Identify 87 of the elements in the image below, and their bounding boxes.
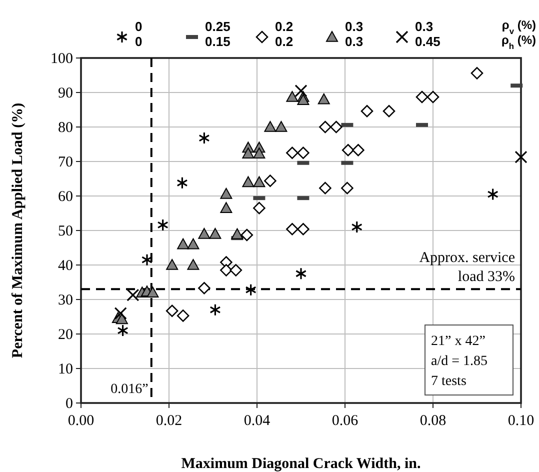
- y-tick-label: 20: [58, 327, 73, 343]
- point: [294, 84, 308, 98]
- legend-label: 0.25 0.15: [205, 19, 230, 49]
- legend-title: ρ$_{v}$ (%) ρ$_{h}$ (%): [501, 18, 536, 51]
- point: [198, 228, 210, 239]
- y-tick-label: 60: [58, 189, 73, 205]
- point: [264, 174, 276, 187]
- point: [187, 238, 200, 250]
- point: [116, 313, 128, 324]
- point: [166, 304, 178, 318]
- y-tick-label: 40: [58, 258, 73, 274]
- point: [351, 220, 362, 234]
- point: [253, 176, 266, 188]
- point: [126, 288, 140, 302]
- point: [330, 120, 342, 134]
- x-tick-label: 0.08: [420, 413, 446, 429]
- y-tick-label: 100: [50, 51, 73, 67]
- annotation: 7 tests: [431, 374, 466, 389]
- point: [176, 176, 188, 190]
- point: [198, 132, 210, 144]
- ref-line-label: 0.016”: [110, 382, 148, 397]
- point: [416, 90, 428, 104]
- point: [352, 144, 364, 156]
- point: [319, 120, 332, 134]
- point: [242, 148, 254, 158]
- y-tick-label: 0: [66, 396, 73, 412]
- point: [360, 104, 374, 118]
- point: [514, 150, 528, 164]
- point: [114, 307, 127, 320]
- point: [220, 188, 232, 199]
- x-tick-label: 0.02: [156, 413, 182, 429]
- legend-label: 0.2 0.2: [275, 19, 294, 49]
- x-tick-label: 0.04: [244, 413, 271, 429]
- point: [286, 146, 298, 160]
- point: [341, 182, 354, 194]
- point: [286, 90, 298, 102]
- x-tick-label: 0.10: [508, 413, 534, 429]
- annotation: a/d = 1.85: [431, 354, 488, 369]
- y-tick-label: 50: [58, 224, 73, 240]
- point: [382, 104, 396, 118]
- point: [342, 144, 354, 156]
- point: [141, 254, 153, 266]
- point: [220, 202, 232, 213]
- annotation: 21” x 42”: [431, 334, 486, 349]
- point: [166, 259, 178, 270]
- y-tick-label: 30: [58, 292, 73, 308]
- y-tick-label: 10: [58, 362, 73, 378]
- point: [295, 267, 307, 280]
- point: [470, 67, 484, 80]
- point: [240, 228, 254, 242]
- legend-label: 0.3 0.3: [345, 19, 364, 49]
- point: [230, 264, 242, 276]
- point: [187, 259, 200, 270]
- point: [157, 218, 168, 232]
- point: [146, 286, 159, 298]
- point: [426, 90, 440, 104]
- y-tick-label: 80: [58, 120, 73, 136]
- point: [319, 182, 332, 194]
- y-tick-label: 70: [58, 154, 73, 170]
- point: [253, 202, 266, 214]
- point: [264, 121, 276, 132]
- point: [231, 228, 244, 240]
- y-axis-title: Percent of Maximum Applied Load (%): [10, 102, 26, 358]
- point: [117, 324, 128, 337]
- ref-line-label: Approx. service load 33%: [419, 250, 516, 286]
- x-axis-title: Maximum Diagonal Crack Width, in.: [181, 456, 421, 472]
- point: [220, 264, 232, 276]
- point: [286, 222, 298, 236]
- point: [209, 228, 222, 239]
- legend-label: 0.3 0.45: [415, 19, 440, 49]
- point: [176, 310, 190, 322]
- point: [177, 238, 190, 250]
- point: [297, 146, 310, 160]
- point: [198, 282, 210, 294]
- y-tick-label: 90: [58, 86, 73, 102]
- point: [487, 188, 498, 201]
- point: [297, 94, 310, 105]
- x-tick-label: 0.00: [68, 413, 94, 429]
- point: [210, 304, 221, 316]
- point: [242, 176, 254, 188]
- point: [275, 121, 288, 132]
- point: [318, 93, 330, 104]
- point: [297, 222, 310, 236]
- point: [253, 148, 266, 158]
- point: [245, 284, 256, 296]
- legend-label: 0 0: [135, 19, 142, 49]
- x-tick-label: 0.06: [332, 413, 359, 429]
